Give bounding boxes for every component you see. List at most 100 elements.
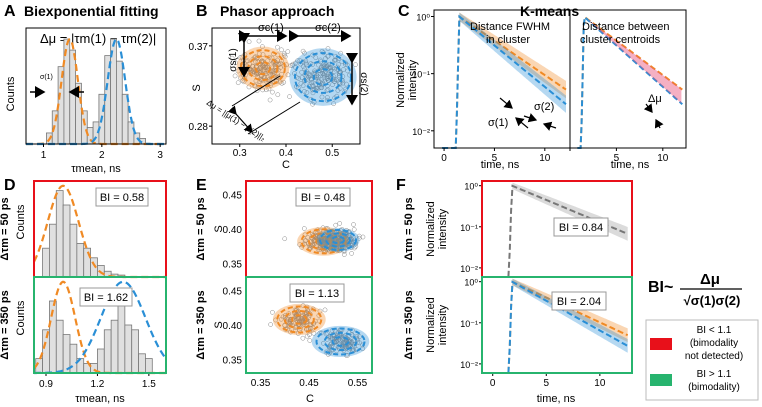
panel-c-s2-arrow-b — [542, 121, 557, 131]
histogram-bar — [117, 300, 126, 374]
panel-c-right-label-2: cluster centroids — [580, 34, 661, 46]
panel-d-letter: D — [4, 177, 16, 194]
scatter-point — [319, 85, 325, 91]
panel-e-top-row-label: Δτm = 50 ps — [195, 197, 207, 260]
scatter-point — [327, 64, 333, 70]
scatter-point — [258, 75, 264, 81]
scatter-point — [351, 227, 357, 232]
scatter-point — [303, 60, 309, 66]
scatter-point — [260, 44, 265, 49]
panel-f-bottom-ylabel-2: intensity — [437, 304, 449, 345]
panel-b-connector-2 — [247, 101, 301, 135]
panel-f-top-row-label: Δτm = 50 ps — [403, 197, 415, 260]
panel-c-plot: 0 5 10 10⁰ 10⁻¹ 10⁻² 5 10 — [412, 12, 683, 164]
scatter-point — [333, 77, 339, 82]
panel-c-s2-arrow-a — [523, 113, 538, 123]
panel-b-xlabel: C — [282, 159, 290, 171]
scatter-point — [356, 235, 362, 241]
panel-c-dmu: Δμ — [648, 93, 662, 105]
scatter-point — [283, 314, 288, 320]
panel-b-frame — [211, 27, 361, 145]
scatter-point — [256, 38, 262, 44]
panel-c-s1-arrow-a — [499, 97, 513, 109]
decay-band-cluster-2 — [442, 12, 566, 148]
scatter-point — [314, 86, 320, 91]
panel-c-left-label-2: in cluster — [486, 34, 530, 46]
formula-denominator: √σ(1)σ(2) — [684, 293, 741, 308]
cluster-contour — [315, 327, 366, 356]
scatter-point — [302, 89, 307, 94]
scatter-point — [263, 87, 269, 93]
panel-e-xtick-label: 0.35 — [251, 378, 271, 389]
panel-e-top-bi: BI = 0.48 — [301, 192, 345, 204]
fit-curve-component-1 — [26, 38, 166, 146]
panel-f-top-ytick-label: 10⁻¹ — [460, 223, 478, 233]
scatter-point — [254, 88, 260, 94]
scatter-point — [293, 327, 298, 333]
scatter-point — [281, 52, 287, 58]
panel-c-s1-arrow-b — [515, 117, 529, 129]
histogram-bar — [145, 358, 153, 374]
scatter-point — [326, 62, 332, 68]
scatter-point — [305, 234, 311, 240]
scatter-point — [270, 309, 275, 315]
scatter-point — [275, 44, 280, 50]
panel-a-title: Biexponential fitting — [24, 3, 159, 19]
scatter-point — [309, 80, 314, 85]
panel-a-frame — [25, 27, 167, 145]
scatter-point — [311, 330, 317, 336]
scatter-point — [300, 318, 306, 323]
panel-d-bottom-frame — [33, 276, 167, 374]
panel-b-ss2: σs(2) — [358, 72, 369, 95]
panel-c-ylabel-1: Normalized — [395, 52, 407, 108]
panel-d-top-ylabel: Counts — [15, 204, 27, 239]
scatter-point — [310, 90, 316, 96]
scatter-point — [285, 49, 291, 54]
histogram-bar — [116, 60, 123, 145]
scatter-point — [341, 252, 347, 257]
panel-f-bottom-row-label: Δτm = 350 ps — [403, 290, 415, 359]
scatter-point — [324, 88, 330, 93]
scatter-point — [332, 66, 337, 72]
panel-f-bottom-xtick-label: 10 — [594, 378, 606, 389]
scatter-point — [241, 79, 247, 85]
histogram-bar — [55, 190, 64, 278]
cluster-contour — [303, 60, 343, 94]
scatter-point — [316, 85, 322, 91]
scatter-point — [337, 86, 343, 91]
scatter-point — [310, 233, 316, 239]
scatter-point — [349, 339, 355, 345]
panel-c-right-xtick-label: 10 — [657, 153, 669, 164]
legend-swatch-red — [650, 338, 672, 350]
scatter-point — [260, 87, 266, 93]
histogram-bar — [69, 49, 76, 145]
scatter-point — [318, 71, 324, 77]
panel-c-s2: σ(2) — [534, 101, 554, 113]
panel-a-tick-label: 3 — [157, 150, 163, 161]
cluster-contour — [331, 336, 350, 347]
scatter-point — [267, 97, 273, 103]
panel-f-bottom-ylabel-1: Normalized — [425, 297, 437, 353]
scatter-point — [342, 248, 348, 254]
panel-e-xtick-label: 0.45 — [299, 378, 319, 389]
scatter-point — [232, 73, 238, 79]
legend-red-line-3: not detected) — [685, 351, 743, 362]
scatter-point — [287, 94, 292, 99]
panel-f-bottom-frame — [481, 276, 633, 374]
cluster-contour — [312, 68, 334, 86]
panel-d-top-row-label: Δτm = 50 ps — [0, 197, 11, 260]
scatter-point — [319, 94, 325, 100]
panel-b-dmu-arrow — [227, 105, 253, 133]
panel-a-ylabel: Counts — [5, 76, 17, 111]
panel-f-letter: F — [396, 177, 406, 194]
panel-c-letter: C — [398, 3, 410, 20]
scatter-point — [290, 61, 296, 67]
panel-c-left-ytick-label: 10⁰ — [416, 13, 430, 23]
scatter-point — [274, 79, 279, 84]
scatter-point — [302, 50, 307, 56]
scatter-point — [334, 339, 339, 344]
scatter-point — [325, 46, 331, 51]
scatter-point — [298, 81, 304, 86]
panel-c-dmu-arrow-a — [643, 103, 653, 113]
scatter-point — [326, 66, 332, 71]
